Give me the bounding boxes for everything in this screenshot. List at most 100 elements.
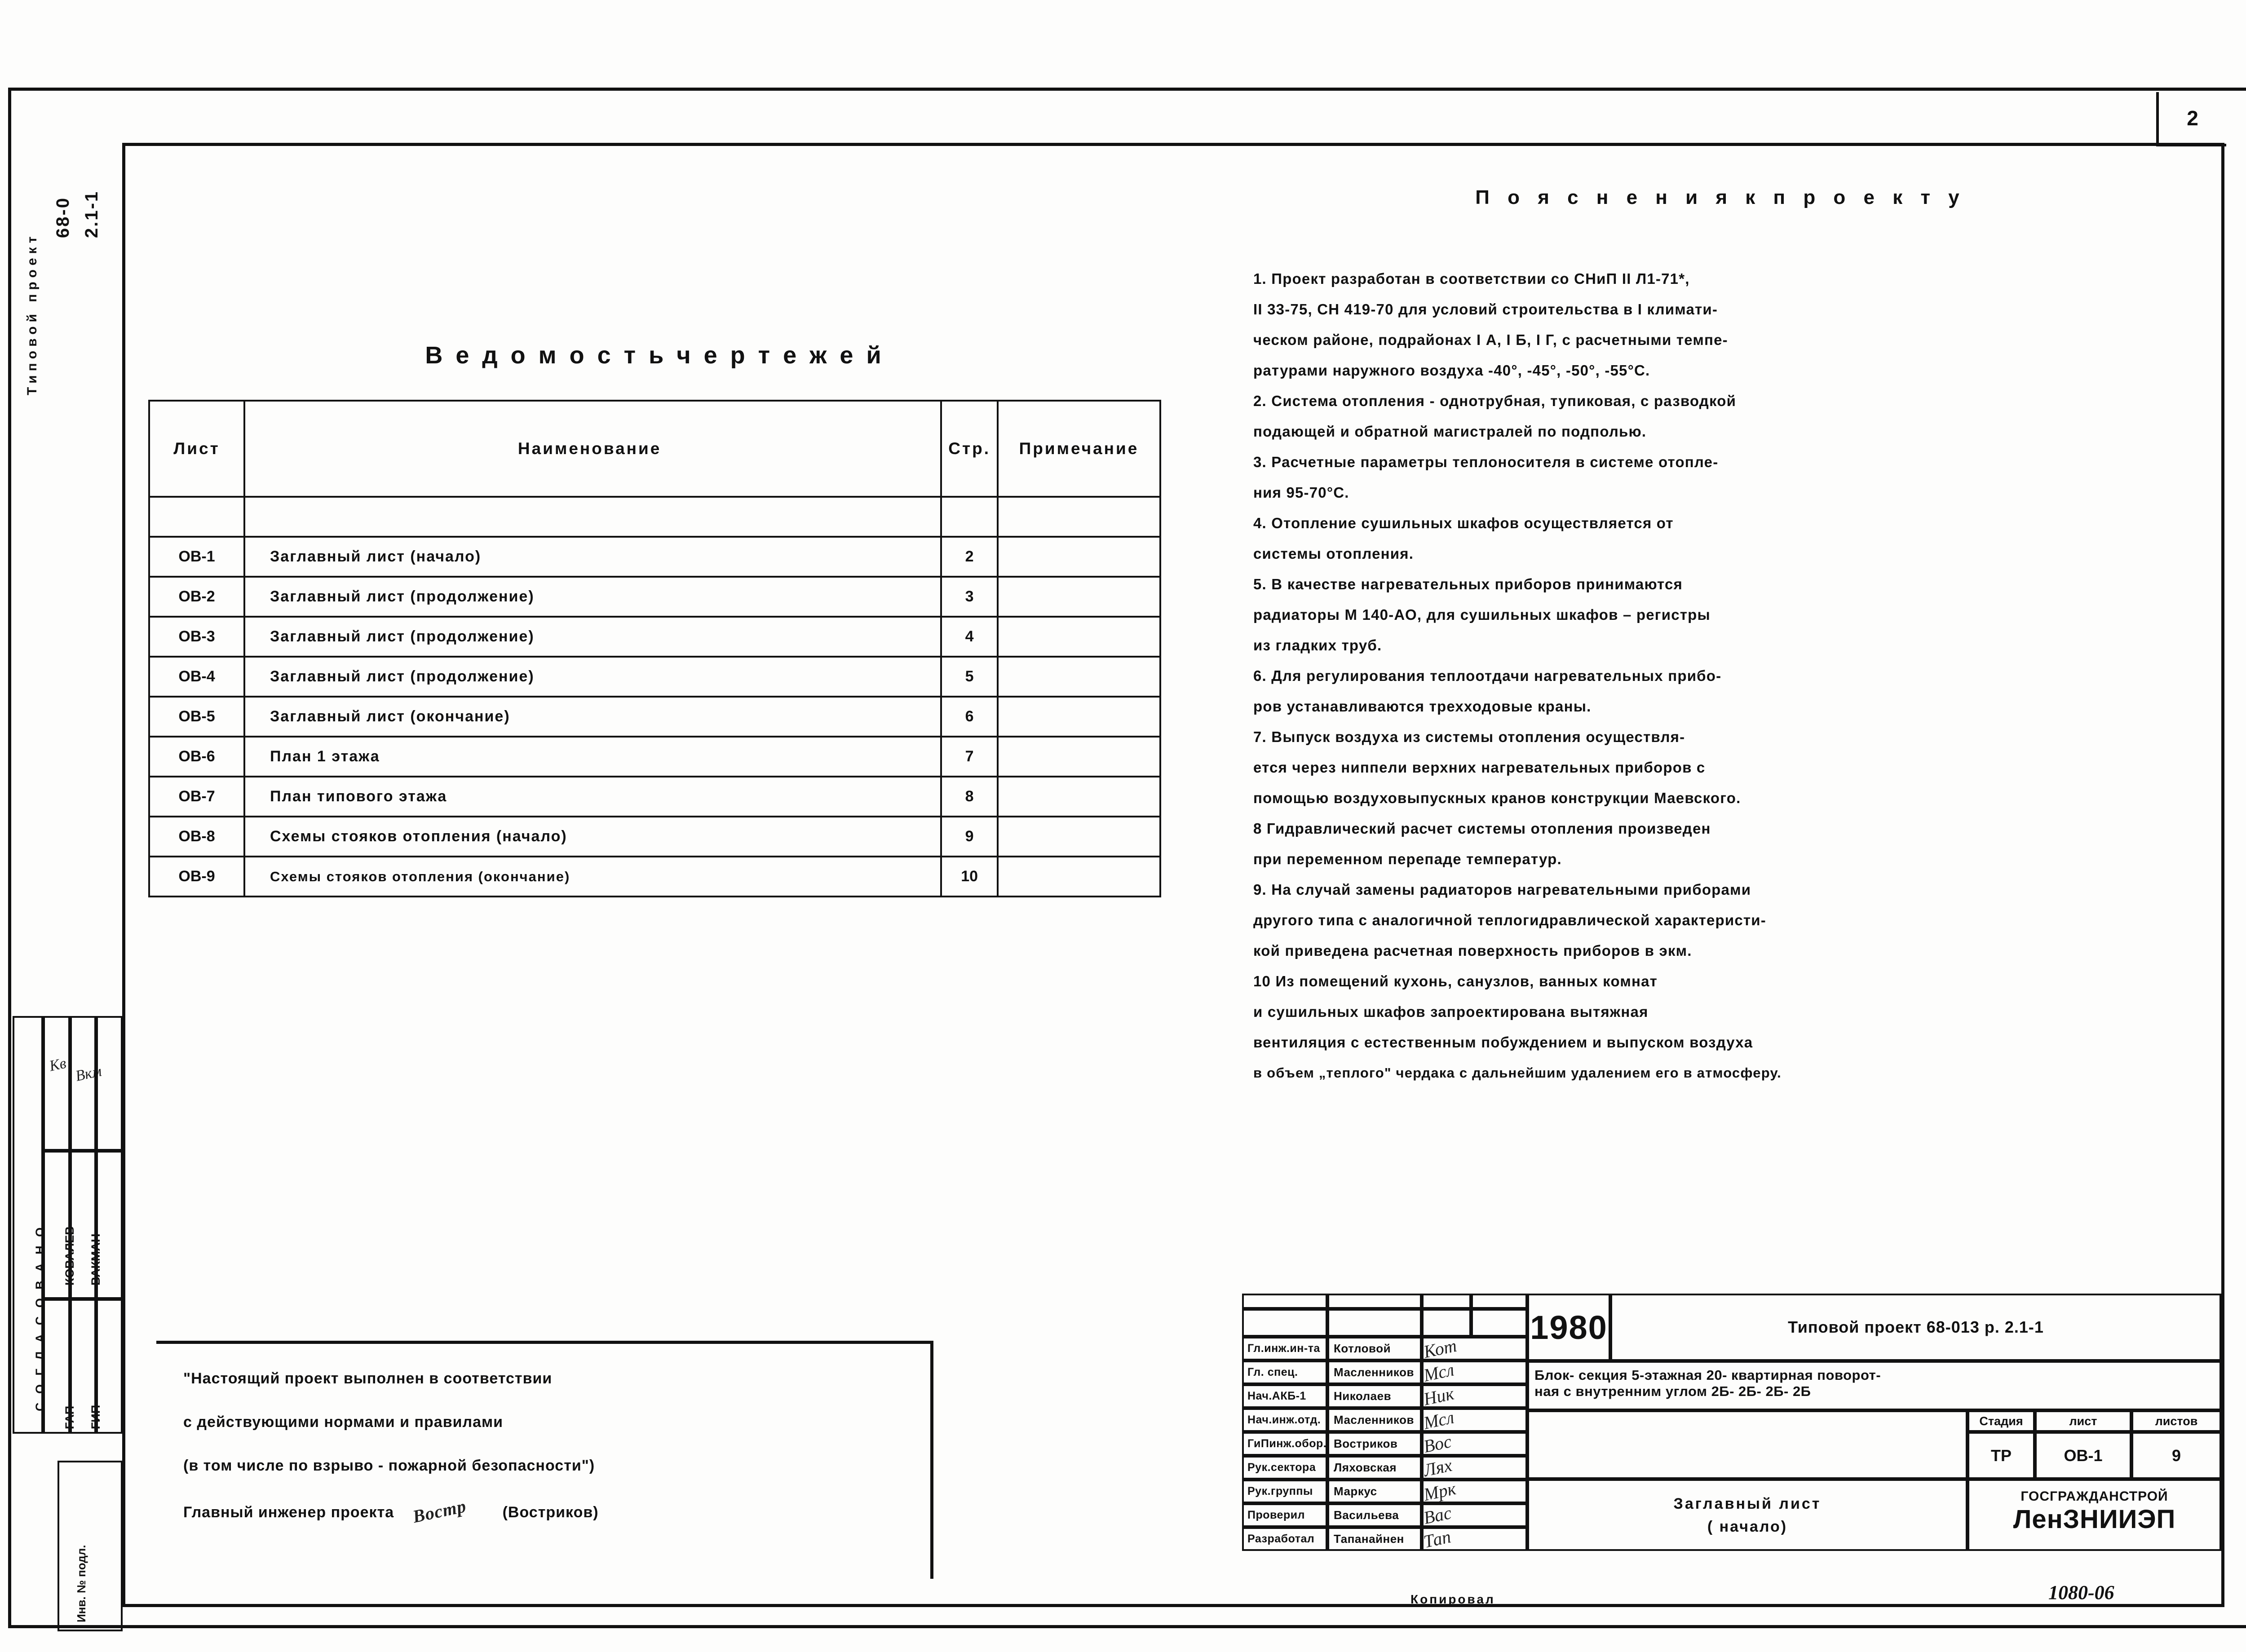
table-row-blank <box>148 496 1161 538</box>
table-row: ОВ-5 Заглавный лист (окончание) 6 <box>148 696 1161 738</box>
explanation-line-11: радиаторы М 140-АО, для сушильных шкафов… <box>1253 606 1711 623</box>
sig-role-8: Разработал <box>1242 1527 1327 1551</box>
row-4-sheet: ОВ-5 <box>148 696 245 738</box>
declaration-signer-name: (Востриков) <box>502 1504 599 1521</box>
stamp-blank-c1 <box>1422 1294 1471 1309</box>
sig-name-8: Тапанайнен <box>1327 1527 1422 1551</box>
explanation-line-1: II 33-75, СН 419-70 для условий строител… <box>1253 301 1718 318</box>
approval-signature-row <box>43 1016 123 1151</box>
organization-line-1: ГОСГРАЖДАНСТРОЙ <box>2021 1489 2168 1504</box>
sig-mark-3: Мсл <box>1422 1407 1527 1433</box>
explanation-line-17: помощью воздуховыпускных кранов конструк… <box>1253 790 1741 806</box>
drawing-title-line-2: ( начало) <box>1707 1518 1788 1535</box>
explanation-line-18: 8 Гидравлический расчет системы отоплени… <box>1253 820 1711 837</box>
explanation-line-23: 10 Из помещений кухонь, санузлов, ванных… <box>1253 973 1658 989</box>
sig-name-0: Котловой <box>1327 1337 1422 1360</box>
stamp-blank-b1 <box>1327 1294 1422 1309</box>
table-row: ОВ-1 Заглавный лист (начало) 2 <box>148 536 1161 578</box>
explanation-line-13: 6. Для регулирования теплоотдачи нагрева… <box>1253 667 1722 684</box>
sig-mark-7: Вас <box>1422 1502 1527 1528</box>
table-row: ОВ-6 План 1 этажа 7 <box>148 736 1161 777</box>
stamp-blank-a2 <box>1242 1309 1327 1337</box>
explanation-line-22: кой приведена расчетная поверхность приб… <box>1253 942 1692 959</box>
explanation-line-6: 3. Расчетные параметры теплоносителя в с… <box>1253 454 1719 470</box>
stamp-blank-d2 <box>1471 1309 1527 1337</box>
sig-role-1: Гл. спец. <box>1242 1360 1327 1384</box>
sig-name-2: Николаев <box>1327 1384 1422 1408</box>
sig-role-2: Нач.АКБ-1 <box>1242 1384 1327 1408</box>
row-5-note <box>997 736 1161 777</box>
row-1-page: 3 <box>940 576 999 618</box>
row-2-sheet: ОВ-3 <box>148 616 245 658</box>
row-8-name: Схемы стояков отопления (окончание) <box>243 856 942 897</box>
declaration-signature: Bocmp <box>411 1495 468 1527</box>
declaration-box: "Настоящий проект выполнен в соответстви… <box>156 1341 933 1579</box>
explanation-line-12: из гладких труб. <box>1253 637 1382 654</box>
table-row: ОВ-3 Заглавный лист (продолжение) 4 <box>148 616 1161 658</box>
explanation-line-19: при переменном перепаде температур. <box>1253 851 1562 867</box>
stage-value-1: ОВ-1 <box>2035 1432 2131 1479</box>
explanation-line-0: 1. Проект разработан в соответствии со С… <box>1253 270 1690 287</box>
column-header-page: Стр. <box>940 400 999 498</box>
row-2-page: 4 <box>940 616 999 658</box>
declaration-signer-label: Главный инженер проекта <box>183 1504 394 1521</box>
stamp-blank-left <box>1527 1410 1967 1479</box>
sig-role-0: Гл.инж.ин-та <box>1242 1337 1327 1360</box>
explanation-line-16: ется через ниппели верхних нагревательны… <box>1253 759 1706 776</box>
row-1-sheet: ОВ-2 <box>148 576 245 618</box>
year-box: 1980 <box>1527 1294 1610 1361</box>
approver-1-role: ГИП <box>89 1405 102 1429</box>
page-number: 2 <box>2187 106 2198 130</box>
sig-mark-8: Тап <box>1422 1526 1527 1552</box>
row-5-sheet: ОВ-6 <box>148 736 245 777</box>
stage-value-2: 9 <box>2131 1432 2221 1479</box>
vertical-code-line-1: 68-0 <box>53 196 73 238</box>
drawing-title-line-1: Заглавный лист <box>1673 1495 1822 1512</box>
declaration-line-3: (в том числе по взрыво - пожарной безопа… <box>183 1457 595 1474</box>
vedomost-title: В е д о м о с т ь ч е р т е ж е й <box>425 342 884 369</box>
object-line-2: ная с внутренним углом 2Б- 2Б- 2Б- 2Б <box>1534 1383 1811 1399</box>
row-6-sheet: ОВ-7 <box>148 776 245 817</box>
explanation-line-8: 4. Отопление сушильных шкафов осуществля… <box>1253 515 1674 531</box>
explanations-title: П о я с н е н и я к п р о е к т у <box>1475 186 1966 208</box>
explanation-line-24: и сушильных шкафов запроектирована вытяж… <box>1253 1003 1649 1020</box>
sig-mark-6: Мрк <box>1422 1478 1527 1505</box>
declaration-line-1: "Настоящий проект выполнен в соответстви… <box>183 1370 553 1387</box>
stamp-blank-c2 <box>1422 1309 1471 1337</box>
vertical-code-line-2: 2.1-1 <box>82 190 102 238</box>
row-7-page: 9 <box>940 816 999 857</box>
inventory-number-cell <box>57 1461 123 1631</box>
table-row: ОВ-2 Заглавный лист (продолжение) 3 <box>148 576 1161 618</box>
explanation-line-14: ров устанавливаются трехходовые краны. <box>1253 698 1592 715</box>
vedomost-table: Лист Наименование Стр. Примечание ОВ-1 З… <box>148 400 1161 897</box>
table-row: ОВ-4 Заглавный лист (продолжение) 5 <box>148 656 1161 698</box>
sheet-outer-frame <box>8 88 2246 1628</box>
organization-box: ГОСГРАЖДАНСТРОЙ ЛенЗНИИЭП <box>1967 1479 2221 1551</box>
sig-role-7: Проверил <box>1242 1503 1327 1527</box>
row-8-note <box>997 856 1161 897</box>
approval-block: С О Г Л А С О В А Н О КОВАЛЕВ ВАКМАН ГАП… <box>13 1016 123 1631</box>
approver-1-name: ВАКМАН <box>89 1233 102 1285</box>
drawing-title-box: Заглавный лист ( начало) <box>1527 1479 1967 1551</box>
row-5-name: План 1 этажа <box>243 736 942 777</box>
sig-mark-2: Ник <box>1422 1383 1527 1409</box>
explanation-line-21: другого типа с аналогичной теплогидравли… <box>1253 912 1766 928</box>
stage-header-0: Стадия <box>1967 1410 2035 1432</box>
explanation-line-9: системы отопления. <box>1253 545 1414 562</box>
sheet-inner-frame <box>122 143 2224 1607</box>
sig-name-6: Маркус <box>1327 1480 1422 1503</box>
approval-header-label: С О Г Л А С О В А Н О <box>33 1224 47 1411</box>
stage-header-1: лист <box>2035 1410 2131 1432</box>
sig-role-5: Рук.сектора <box>1242 1456 1327 1480</box>
project-line-box: Типовой проект 68-013 р. 2.1-1 <box>1610 1294 2221 1361</box>
sig-name-3: Масленников <box>1327 1408 1422 1432</box>
organization-line-2: ЛенЗНИИЭП <box>2013 1505 2176 1534</box>
approval-role-row <box>43 1299 123 1434</box>
row-0-sheet: ОВ-1 <box>148 536 245 578</box>
explanations-body: 1. Проект разработан в соответствии со С… <box>1253 267 2212 1092</box>
table-row: ОВ-7 План типового этажа 8 <box>148 776 1161 817</box>
object-description-box: Блок- секция 5-этажная 20- квартирная по… <box>1527 1361 2221 1410</box>
vedomost-header-row: Лист Наименование Стр. Примечание <box>148 400 1161 498</box>
row-1-name: Заглавный лист (продолжение) <box>243 576 942 618</box>
row-1-note <box>997 576 1161 618</box>
